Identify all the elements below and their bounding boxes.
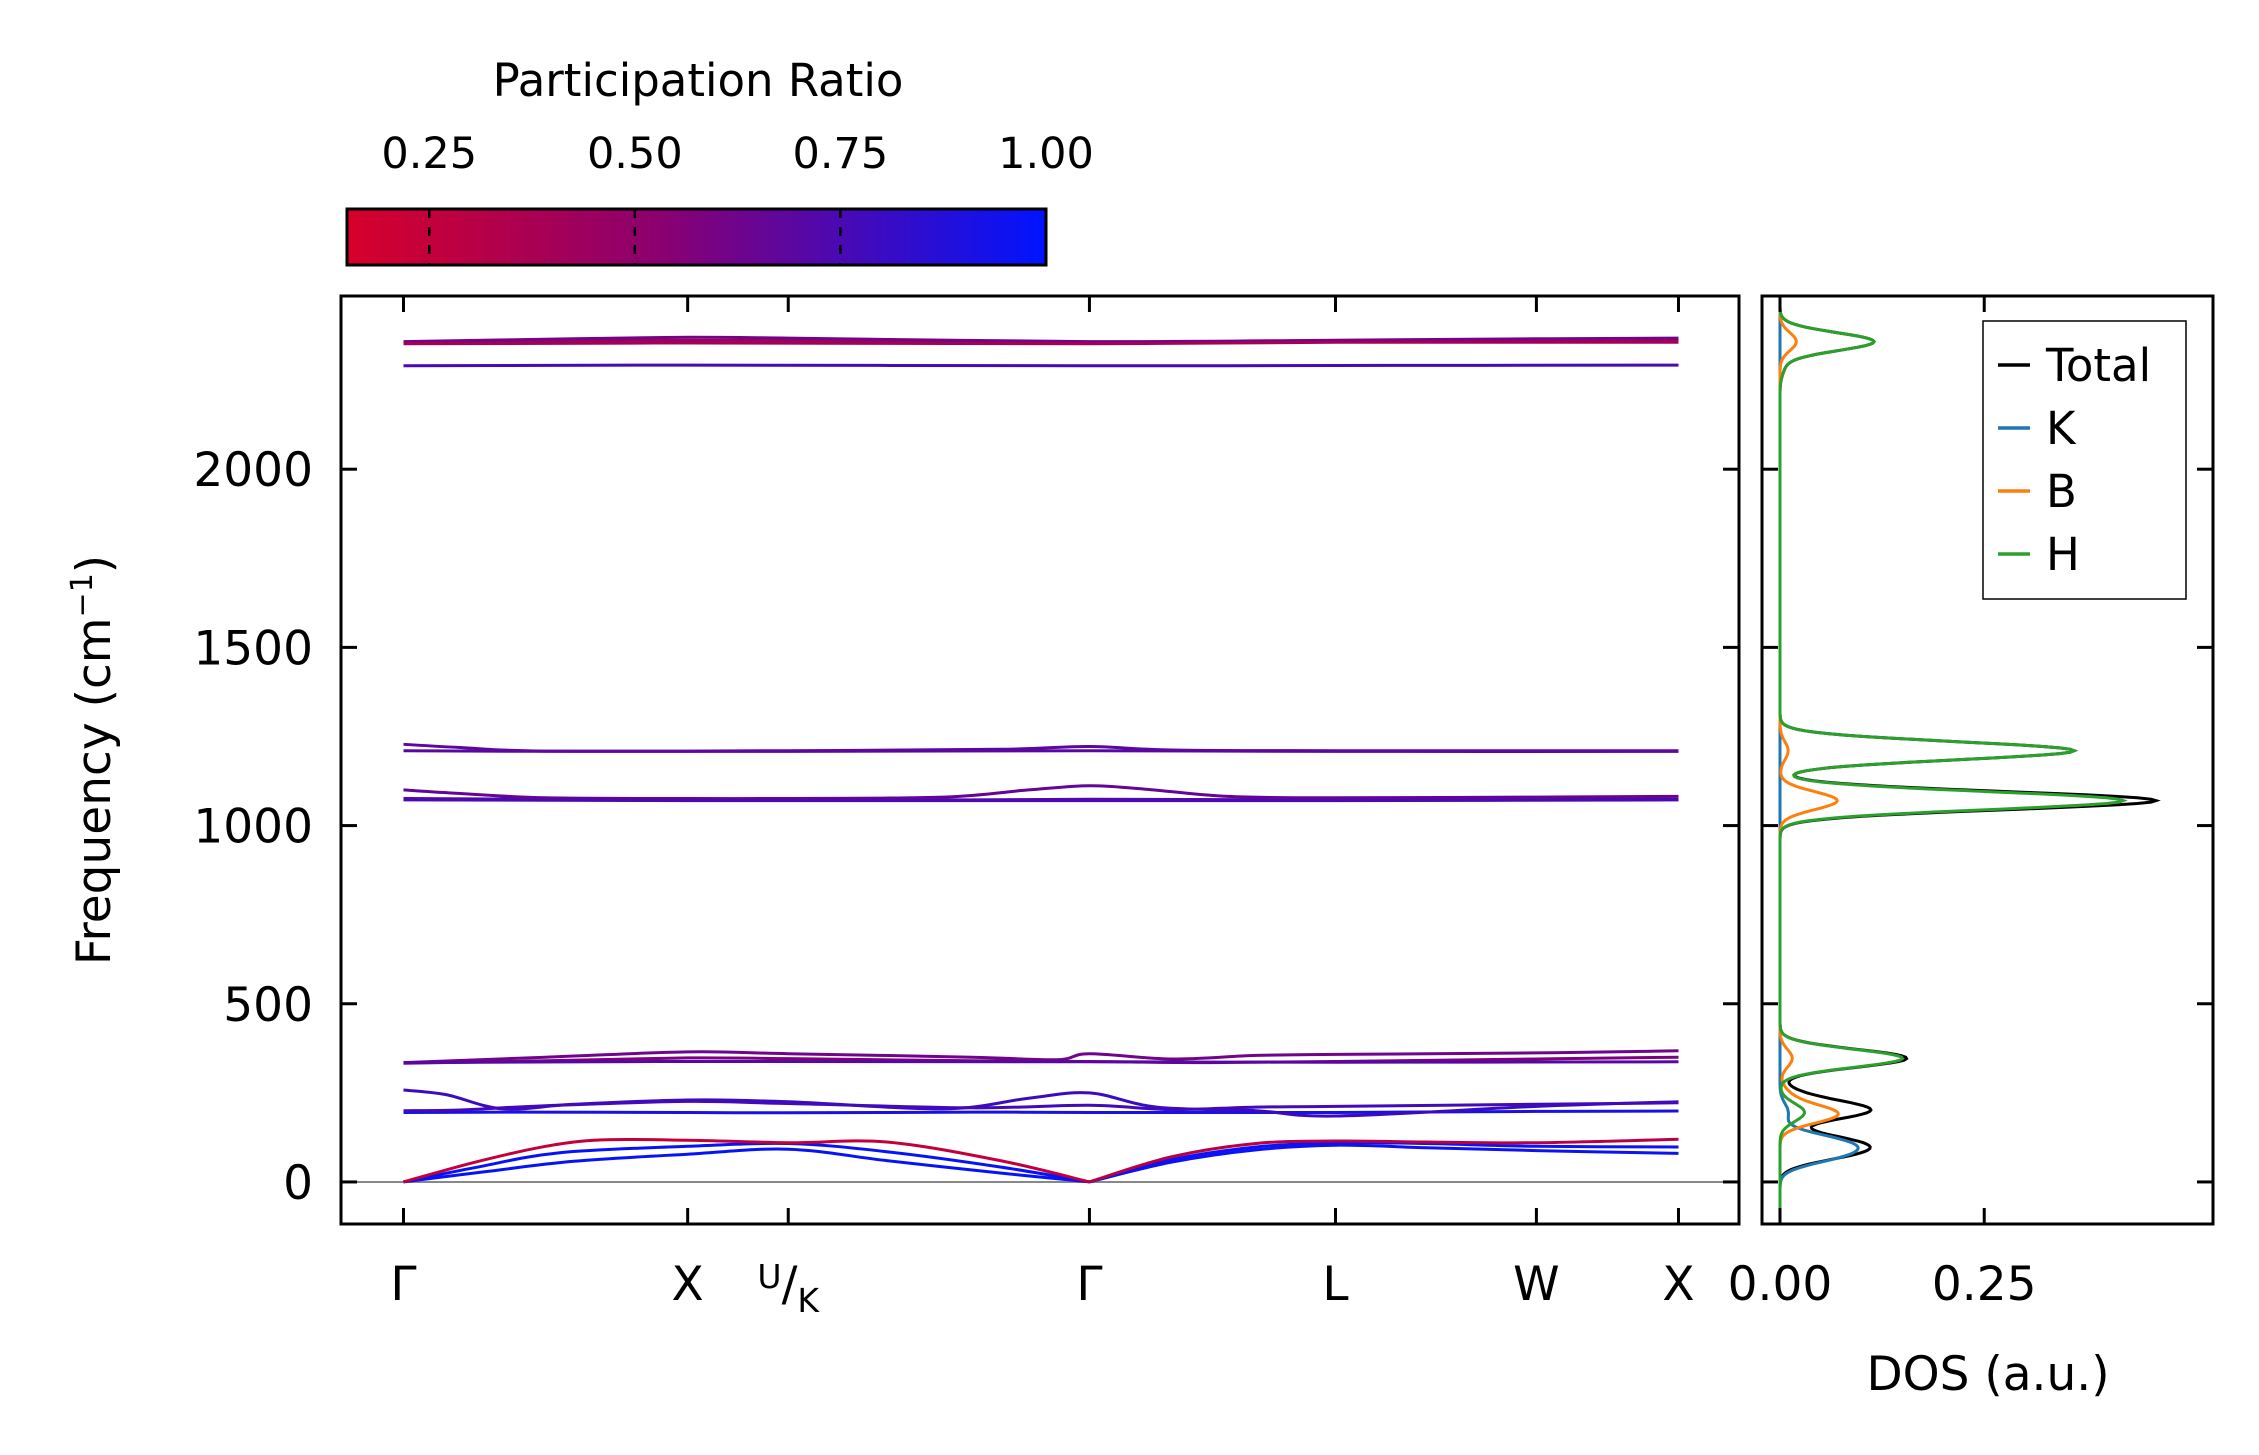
legend: Total KBH bbox=[1982, 320, 2187, 600]
dos-x-tick-label-1: 0.25 bbox=[1932, 1257, 2037, 1312]
phonon-band-20 bbox=[403, 335, 1679, 344]
legend-label-b: B bbox=[2046, 465, 2077, 518]
y-tick-label-2000: 2000 bbox=[193, 443, 313, 498]
x-axis-label-dos: DOS (a.u.) bbox=[1866, 1347, 2109, 1402]
y-tick-label-1000: 1000 bbox=[193, 800, 313, 855]
phonon-band-14 bbox=[403, 784, 1679, 801]
dos-x-tick-label-0: 0.00 bbox=[1728, 1257, 1833, 1312]
phonon-band-10 bbox=[403, 1049, 1679, 1065]
phonon-band-1 bbox=[403, 1147, 1090, 1184]
phonon-band-3 bbox=[1089, 1143, 1679, 1184]
phonon-band-6 bbox=[1088, 1137, 1679, 1184]
band-plot-frame bbox=[339, 294, 1741, 1226]
kpoint-label-w: W bbox=[1513, 1257, 1559, 1312]
phonon-band-18 bbox=[403, 363, 1679, 368]
y-tick-label-1500: 1500 bbox=[193, 621, 313, 676]
y-axis-label: Frequency (cm−1) bbox=[65, 555, 122, 965]
kpoint-label-uk: U/K bbox=[757, 1257, 820, 1320]
kpoint-label-x1: X bbox=[672, 1257, 704, 1312]
band-structure-panel: 0 500 1000 1500 2000 Γ X U/K Γ L W X Frequency (cm… bbox=[65, 294, 2213, 1320]
legend-label-k: K bbox=[2046, 402, 2077, 455]
dos-curves bbox=[1778, 296, 2161, 1224]
legend-label-total: Total bbox=[2045, 339, 2151, 392]
colorbar-gradient bbox=[345, 207, 1048, 267]
colorbar-title: Participation Ratio bbox=[493, 54, 904, 107]
phonon-band-21 bbox=[403, 340, 1679, 346]
kpoint-label-gamma1: Γ bbox=[390, 1257, 416, 1312]
phonon-band-9 bbox=[403, 1099, 1679, 1113]
colorbar-tick-label-2: 0.75 bbox=[793, 129, 889, 179]
phonon-bands bbox=[403, 335, 1679, 1184]
dos-curve-h bbox=[1778, 296, 2128, 1224]
kpoint-label-x2: X bbox=[1662, 1257, 1694, 1312]
phonon-band-2 bbox=[403, 1141, 1090, 1184]
y-tick-label-0: 0 bbox=[283, 1156, 313, 1211]
colorbar-tick-label-0: 0.25 bbox=[381, 129, 477, 179]
legend-label-h: H bbox=[2046, 528, 2080, 581]
phonon-band-5 bbox=[403, 1137, 1090, 1184]
colorbar: Participation Ratio 0.25 0.50 0.75 1.00 bbox=[345, 54, 1094, 267]
dos-panel: 0.00 0.25 DOS (a.u.) Total KBH bbox=[1728, 294, 2215, 1402]
phonon-band-17 bbox=[403, 742, 1679, 753]
kpoint-label-gamma2: Γ bbox=[1076, 1257, 1102, 1312]
colorbar-tick-label-3: 1.00 bbox=[998, 129, 1094, 179]
y-tick-label-500: 500 bbox=[223, 978, 313, 1033]
kpoint-label-l: L bbox=[1322, 1257, 1348, 1312]
dos-plot-frame bbox=[1760, 294, 2215, 1226]
phonon-band-12 bbox=[403, 1059, 1679, 1065]
phonon-band-15 bbox=[403, 798, 1679, 803]
phonon-band-4 bbox=[1089, 1141, 1679, 1184]
phonon-band-7 bbox=[403, 1109, 1679, 1115]
colorbar-tick-label-1: 0.50 bbox=[587, 129, 683, 179]
